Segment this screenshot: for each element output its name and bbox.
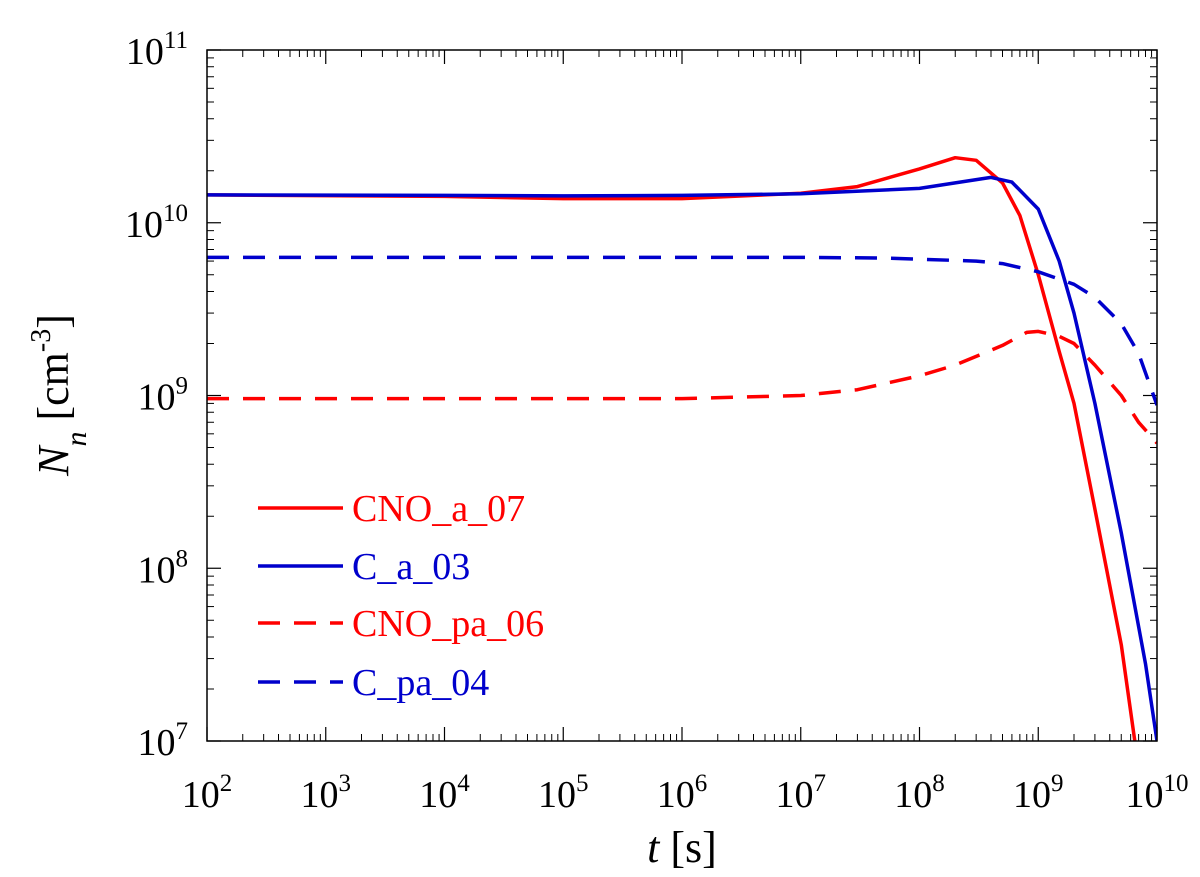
x-tick-label: 106 [657, 770, 708, 816]
x-axis-label: t [s] [647, 823, 717, 872]
y-axis-subscript: n [60, 432, 93, 447]
y-tick-label: 108 [138, 545, 189, 591]
x-tick-label: 108 [894, 770, 945, 816]
y-axis-variable: N [29, 444, 78, 477]
y-axis-unit-open: [cm [29, 352, 78, 431]
x-tick-labels: 102 103 104 105 106 107 108 109 1010 [182, 770, 1189, 816]
y-tick-label: 1011 [126, 27, 188, 73]
legend-label: CNO_pa_06 [352, 603, 544, 645]
legend-label: CNO_a_07 [352, 488, 525, 530]
legend-label: C_a_03 [352, 546, 470, 588]
x-axis-variable: t [647, 823, 661, 872]
series-line-C_a_03 [207, 175, 1157, 741]
x-axis-unit: [s] [659, 823, 716, 872]
series-line-C_pa_04 [207, 255, 1157, 406]
x-tick-label: 109 [1013, 770, 1064, 816]
y-tick-label: 107 [138, 718, 189, 764]
legend-label: C_pa_04 [352, 662, 489, 704]
y-tick-label: 1010 [125, 200, 188, 246]
series-line-CNO_a_07 [207, 155, 1137, 741]
series-layer [207, 155, 1157, 741]
major-ticks [206, 49, 1158, 742]
x-tick-label: 107 [776, 770, 827, 816]
plot-frame [206, 49, 1158, 742]
y-tick-labels: 107 108 109 1010 1011 [125, 27, 188, 764]
x-tick-label: 102 [182, 770, 233, 816]
x-tick-label: 104 [419, 770, 470, 816]
x-tick-label: 105 [538, 770, 589, 816]
y-axis-label: Nn [cm-3] [26, 314, 93, 477]
plot-area-border [206, 49, 1158, 742]
y-axis-unit-exponent: -3 [26, 329, 57, 352]
y-tick-label: 109 [138, 373, 189, 419]
x-tick-label: 1010 [1126, 770, 1189, 816]
series-line-CNO_pa_06 [207, 329, 1157, 445]
legend: CNO_a_07 C_a_03 CNO_pa_06 C_pa_04 [258, 488, 544, 704]
y-axis-unit-close: ] [29, 314, 78, 329]
minor-ticks [207, 50, 1157, 741]
x-tick-label: 103 [301, 770, 352, 816]
